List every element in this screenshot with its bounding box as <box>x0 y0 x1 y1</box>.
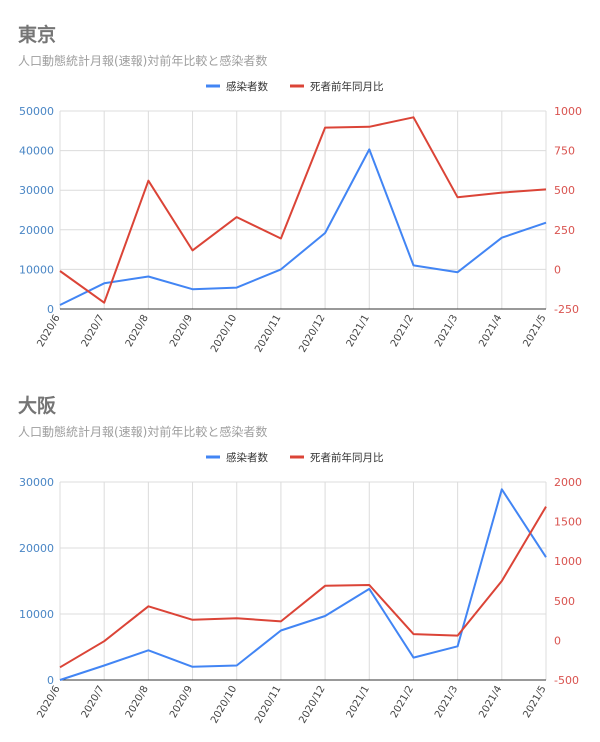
chart-title: 大阪 <box>18 395 57 417</box>
x-tick-label: 2021/1 <box>345 684 372 720</box>
y-tick-label-right: 1500 <box>554 516 582 529</box>
y-tick-label-left: 10000 <box>19 608 54 621</box>
y-tick-label-right: 500 <box>554 595 575 608</box>
x-tick-label: 2020/6 <box>35 684 62 720</box>
y-tick-label-left: 10000 <box>19 263 54 276</box>
chart-panel-osaka: 大阪 人口動態統計月報(速報)対前年比較と感染者数 0 10000 20000 300… <box>0 371 600 742</box>
y-tick-label-left: 30000 <box>19 476 54 489</box>
x-tick-label: 2021/1 <box>345 313 372 349</box>
y-tick-label-right: 250 <box>554 224 575 237</box>
x-tick-label: 2021/5 <box>521 684 548 720</box>
legend-label-deaths: 死者前年同月比 <box>310 80 384 93</box>
y-tick-label-left: 50000 <box>19 105 54 118</box>
x-tick-label: 2021/5 <box>521 313 548 349</box>
chart-subtitle: 人口動態統計月報(速報)対前年比較と感染者数 <box>18 425 268 439</box>
y-tick-label-right: 500 <box>554 184 575 197</box>
x-tick-label: 2020/10 <box>209 313 239 354</box>
x-tick-label: 2020/9 <box>168 684 195 720</box>
x-tick-label: 2020/9 <box>168 313 195 349</box>
x-tick-label: 2020/12 <box>297 684 327 725</box>
line-chart-osaka: 0 10000 20000 30000 -500 0 500 1000 1500 2000 2020… <box>19 451 582 725</box>
y-tick-label-right: -250 <box>554 303 579 316</box>
chart-subtitle: 人口動態統計月報(速報)対前年比較と感染者数 <box>18 54 268 68</box>
x-tick-label: 2020/6 <box>35 313 62 349</box>
x-tick-label: 2021/2 <box>389 313 416 349</box>
series-line-cases <box>59 488 547 681</box>
y-tick-label-left: 20000 <box>19 542 54 555</box>
x-tick-label: 2020/10 <box>209 684 239 725</box>
y-tick-label-right: 750 <box>554 145 575 158</box>
x-tick-label: 2021/3 <box>433 684 460 720</box>
x-tick-label: 2020/8 <box>124 684 151 720</box>
x-tick-label: 2020/7 <box>80 313 107 349</box>
y-tick-label-right: 0 <box>554 263 561 276</box>
y-tick-label-right: -500 <box>554 674 579 687</box>
series-line-deaths <box>59 506 547 669</box>
x-tick-label: 2020/11 <box>253 684 283 725</box>
series-line-deaths <box>59 116 547 304</box>
x-tick-label: 2020/12 <box>297 313 327 354</box>
y-tick-label-right: 0 <box>554 634 561 647</box>
y-tick-label-left: 0 <box>47 303 54 316</box>
series-line-cases <box>59 148 547 306</box>
legend-label-cases: 感染者数 <box>226 80 268 93</box>
y-tick-label-right: 1000 <box>554 105 582 118</box>
x-tick-label: 2020/8 <box>124 313 151 349</box>
y-tick-label-left: 30000 <box>19 184 54 197</box>
y-tick-label-left: 40000 <box>19 145 54 158</box>
x-tick-label: 2021/2 <box>389 684 416 720</box>
legend-label-deaths: 死者前年同月比 <box>310 451 384 464</box>
x-tick-label: 2020/11 <box>253 313 283 354</box>
line-chart-tokyo: 0 10000 20000 30000 40000 50000 -250 0 250 500 750… <box>19 80 582 354</box>
chart-panel-tokyo: 東京 人口動態統計月報(速報)対前年比較と感染者数 0 10000 20000 300… <box>0 0 600 370</box>
x-tick-label: 2020/7 <box>80 684 107 720</box>
y-tick-label-right: 1000 <box>554 555 582 568</box>
x-tick-label: 2021/4 <box>477 684 504 720</box>
chart-title: 東京 <box>18 24 57 46</box>
y-tick-label-right: 2000 <box>554 476 582 489</box>
x-tick-label: 2021/4 <box>477 313 504 349</box>
x-tick-label: 2021/3 <box>433 313 460 349</box>
y-tick-label-left: 0 <box>47 674 54 687</box>
y-tick-label-left: 20000 <box>19 224 54 237</box>
legend-label-cases: 感染者数 <box>226 451 268 464</box>
